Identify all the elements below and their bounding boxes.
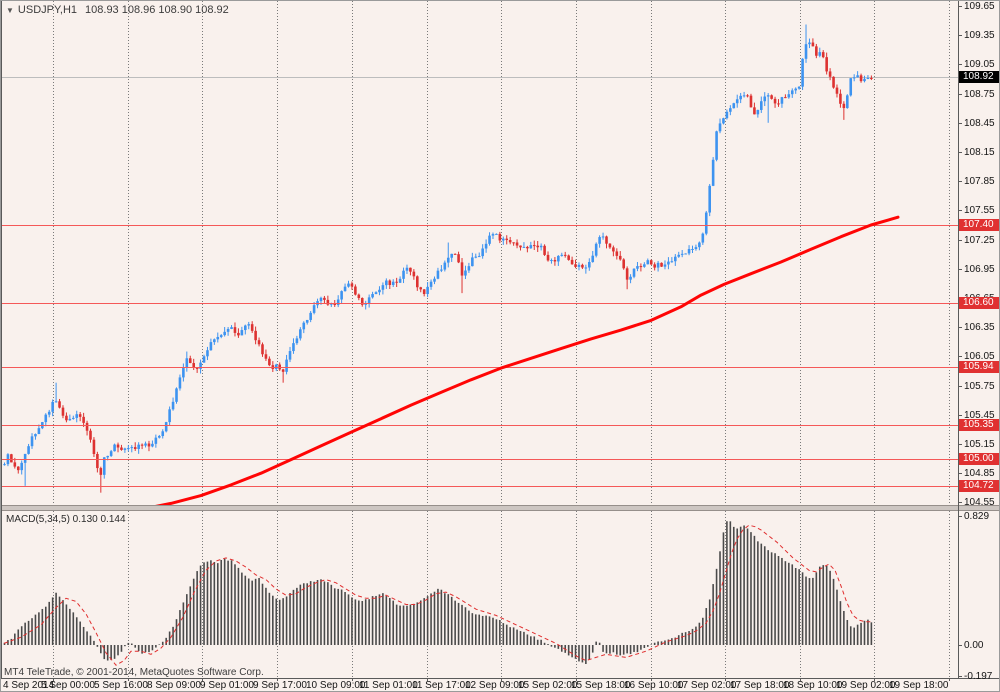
- time-tick-label: 15 Sep 02:00: [518, 680, 578, 691]
- price-tick-label: 108.75: [964, 88, 995, 100]
- hline-price-label: 104.72: [959, 479, 999, 492]
- price-tick-label: 105.15: [964, 438, 995, 450]
- price-tick-label: 106.35: [964, 322, 995, 334]
- price-tick-label: 108.45: [964, 117, 995, 129]
- macd-tick-label: -0.197: [964, 670, 993, 682]
- time-tick-label: 9 Sep 17:00: [253, 680, 307, 691]
- time-tick-label: 18 Sep 10:00: [783, 680, 843, 691]
- indicator-label: MACD(5,34,5) 0.130 0.144: [6, 514, 126, 525]
- current-price-label: 108.92: [959, 71, 999, 83]
- price-tick-label: 107.85: [964, 176, 995, 188]
- ohlc-values-label: 108.93 108.96 108.90 108.92: [85, 4, 229, 16]
- time-scale[interactable]: 4 Sep 2014 5 Sep 00:00 5 Sep 16:00 8 Sep 09…: [1, 680, 999, 691]
- chart-title: ▼ USDJPY,H1 108.93 108.96 108.90 108.92: [6, 4, 229, 16]
- time-tick-label: 16 Sep 10:00: [624, 680, 684, 691]
- symbol-dropdown-icon[interactable]: ▼: [6, 6, 14, 15]
- macd-tick-label: 0.00: [964, 640, 984, 651]
- price-scale[interactable]: 109.65 109.35 109.05 108.75 108.45 108.15 107.…: [959, 1, 999, 682]
- price-tick-label: 106.95: [964, 263, 995, 275]
- price-tick-label: 104.85: [964, 468, 995, 480]
- price-tick-label: 109.05: [964, 59, 995, 71]
- price-tick-label: 105.45: [964, 409, 995, 421]
- price-tick-label: 109.35: [964, 30, 995, 42]
- time-tick-label: 11 Sep 01:00: [359, 680, 418, 691]
- time-tick-label: 19 Sep 18:00: [889, 680, 949, 691]
- time-tick-label: 9 Sep 01:00: [200, 680, 254, 691]
- price-tick-label: 106.05: [964, 351, 995, 363]
- symbol-timeframe-label: USDJPY,H1: [17, 4, 78, 16]
- time-tick-label: 4 Sep 2014: [3, 680, 55, 691]
- time-tick-label: 12 Sep 09:00: [465, 680, 525, 691]
- hline-price-label: 105.00: [959, 452, 999, 465]
- time-tick-label: 17 Sep 02:00: [677, 680, 737, 691]
- price-tick-label: 109.65: [964, 1, 995, 12]
- price-tick-label: 104.55: [964, 497, 995, 509]
- time-tick-label: 19 Sep 02:00: [836, 680, 896, 691]
- price-tick-label: 107.25: [964, 234, 995, 246]
- hline-price-label: 107.40: [959, 218, 999, 231]
- time-tick-label: 8 Sep 09:00: [147, 680, 201, 691]
- price-tick-label: 107.55: [964, 205, 995, 217]
- hline-price-label: 105.35: [959, 418, 999, 431]
- time-tick-label: 5 Sep 00:00: [41, 680, 95, 691]
- copyright-label: MT4 TeleTrade, © 2001-2014, MetaQuotes S…: [4, 667, 264, 678]
- time-tick-label: 15 Sep 18:00: [571, 680, 631, 691]
- time-tick-label: 5 Sep 16:00: [94, 680, 148, 691]
- price-tick-label: 108.15: [964, 146, 995, 158]
- hline-price-label: 105.94: [959, 361, 999, 374]
- time-tick-label: 17 Sep 18:00: [730, 680, 790, 691]
- time-tick-label: 11 Sep 17:00: [412, 680, 471, 691]
- time-tick-label: 10 Sep 09:00: [306, 680, 366, 691]
- hline-price-label: 106.60: [959, 296, 999, 309]
- price-tick-label: 105.75: [964, 380, 995, 392]
- macd-tick-label: 0.829: [964, 511, 990, 522]
